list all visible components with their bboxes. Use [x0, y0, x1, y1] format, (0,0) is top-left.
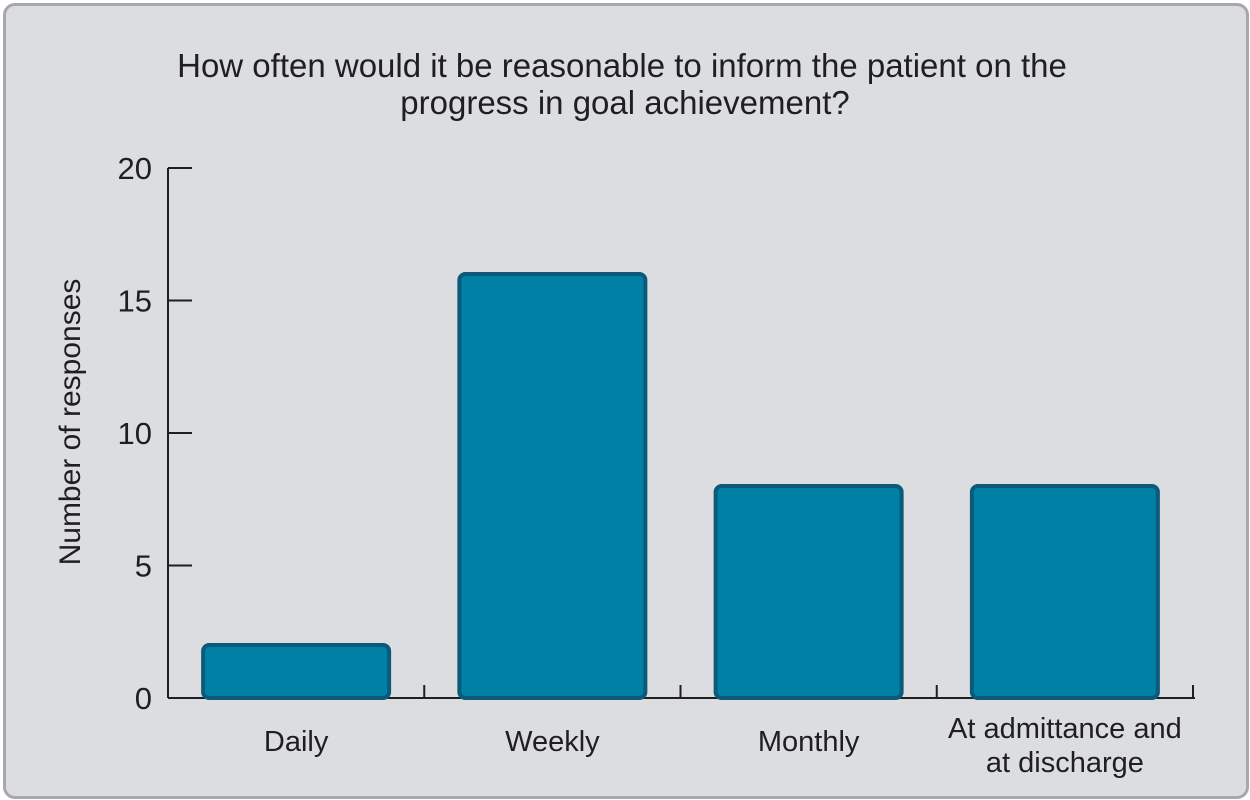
y-tick-label-20: 20 — [118, 151, 152, 186]
category-label-3-line-1: At admittance and — [948, 713, 1182, 745]
y-tick-label-15: 15 — [118, 284, 152, 319]
bar-0 — [201, 643, 392, 700]
bar-2 — [713, 484, 904, 700]
y-tick-label-5: 5 — [135, 549, 152, 584]
category-label-2: Monthly — [758, 726, 860, 758]
y-axis-title: Number of responses — [54, 279, 87, 566]
category-label-1: Weekly — [505, 726, 600, 758]
y-tick-label-10: 10 — [118, 416, 152, 451]
y-tick-label-0: 0 — [135, 681, 152, 716]
chart-title: How often would it be reasonable to info… — [177, 47, 1067, 121]
category-label-3-line-2: at discharge — [986, 747, 1144, 779]
bar-1 — [457, 272, 648, 700]
chart-title-line-1: How often would it be reasonable to info… — [177, 47, 1067, 84]
bar-3 — [969, 484, 1160, 700]
bars — [201, 272, 1160, 700]
y-ticks: 0 5 10 15 20 — [118, 151, 192, 716]
chart-title-line-2: progress in goal achievement? — [400, 84, 849, 121]
category-label-0: Daily — [264, 726, 329, 758]
